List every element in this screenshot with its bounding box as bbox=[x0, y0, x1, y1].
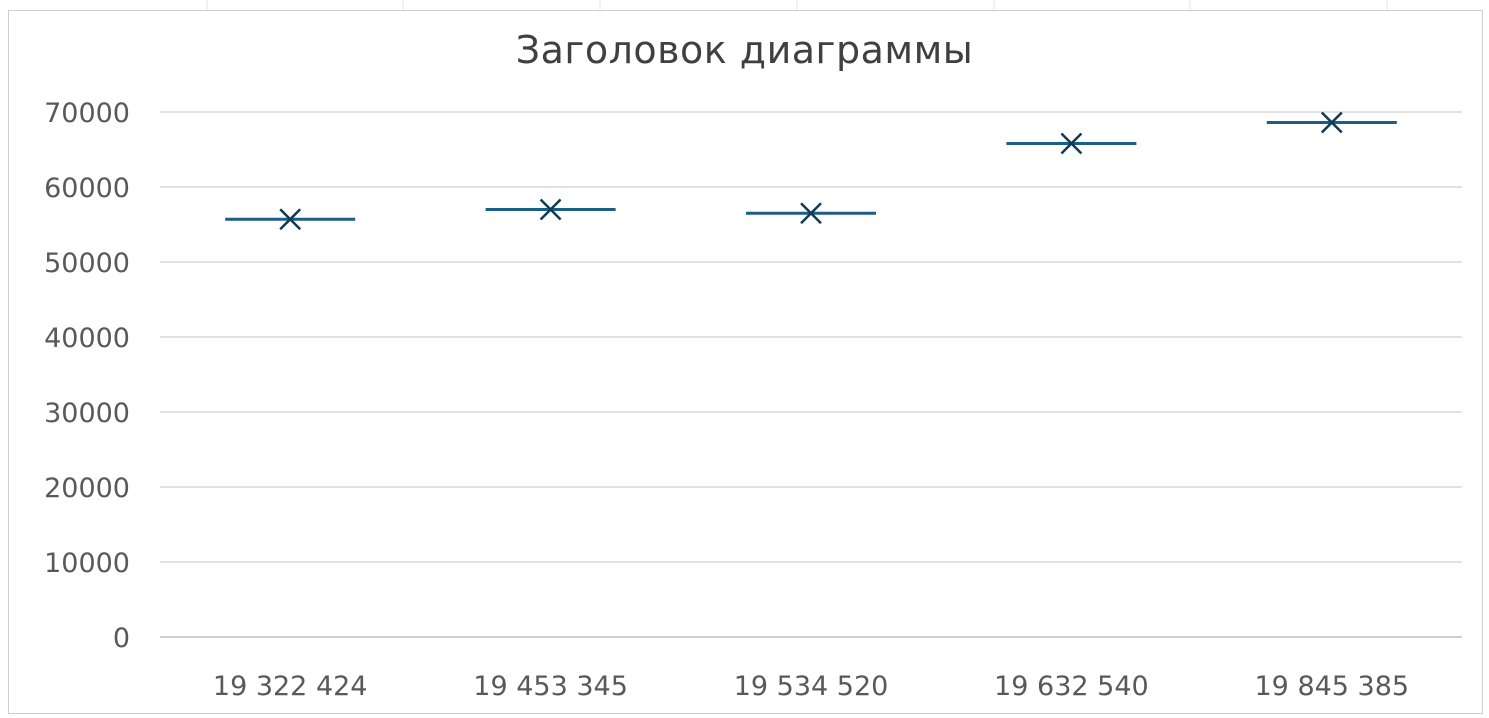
x-tick-label: 19 845 385 bbox=[1255, 671, 1410, 702]
data-point bbox=[485, 198, 616, 221]
data-point bbox=[225, 208, 356, 231]
x-marker-stroke bbox=[539, 198, 562, 221]
data-point bbox=[1266, 111, 1397, 134]
y-tick-label: 30000 bbox=[44, 398, 130, 429]
y-tick-label: 50000 bbox=[44, 248, 130, 279]
y-tick-label: 60000 bbox=[44, 173, 130, 204]
y-tick-label: 20000 bbox=[44, 473, 130, 504]
x-marker-stroke bbox=[1320, 111, 1343, 134]
chart-area[interactable] bbox=[8, 10, 1483, 714]
y-tick-label: 0 bbox=[113, 623, 130, 654]
y-tick-label: 10000 bbox=[44, 548, 130, 579]
data-point bbox=[1006, 132, 1137, 155]
x-tick-label: 19 322 424 bbox=[213, 671, 368, 702]
x-tick-label: 19 534 520 bbox=[734, 671, 889, 702]
data-point bbox=[746, 202, 876, 225]
x-marker-stroke bbox=[1060, 132, 1083, 155]
x-marker-stroke bbox=[279, 208, 302, 231]
chart-title[interactable]: Заголовок диаграммы bbox=[515, 28, 974, 72]
x-tick-label: 19 453 345 bbox=[473, 671, 628, 702]
y-tick-label: 70000 bbox=[44, 98, 130, 129]
x-tick-label: 19 632 540 bbox=[994, 671, 1149, 702]
x-marker-stroke bbox=[800, 202, 822, 225]
y-tick-label: 40000 bbox=[44, 323, 130, 354]
